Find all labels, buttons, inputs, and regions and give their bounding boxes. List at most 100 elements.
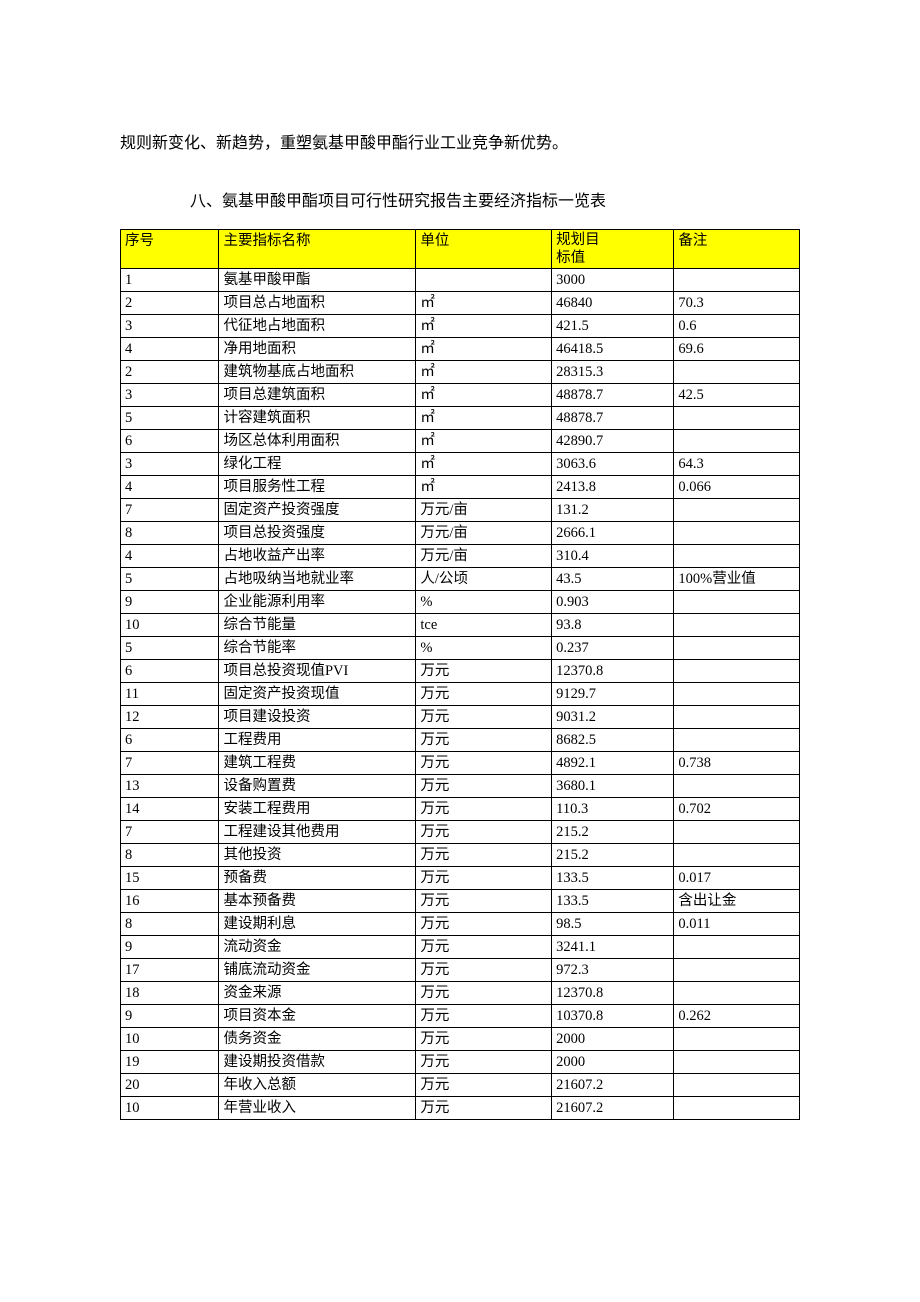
- cell-remark: 42.5: [674, 383, 800, 406]
- cell-value: 2000: [552, 1027, 674, 1050]
- cell-unit: 万元: [416, 843, 552, 866]
- table-row: 8项目总投资强度万元/亩2666.1: [121, 521, 800, 544]
- cell-remark: [674, 728, 800, 751]
- cell-value: 133.5: [552, 889, 674, 912]
- table-row: 6工程费用万元8682.5: [121, 728, 800, 751]
- cell-value: 215.2: [552, 820, 674, 843]
- cell-remark: [674, 360, 800, 383]
- cell-unit: 万元: [416, 682, 552, 705]
- cell-seq: 12: [121, 705, 219, 728]
- cell-name: 项目服务性工程: [219, 475, 416, 498]
- cell-name: 固定资产投资强度: [219, 498, 416, 521]
- header-value-line2: 标值: [556, 250, 585, 266]
- cell-name: 占地收益产出率: [219, 544, 416, 567]
- cell-remark: [674, 774, 800, 797]
- cell-name: 建设期利息: [219, 912, 416, 935]
- table-row: 2建筑物基底占地面积㎡28315.3: [121, 360, 800, 383]
- cell-remark: 0.738: [674, 751, 800, 774]
- cell-seq: 8: [121, 843, 219, 866]
- cell-seq: 3: [121, 314, 219, 337]
- cell-name: 其他投资: [219, 843, 416, 866]
- header-unit: 单位: [416, 229, 552, 268]
- cell-name: 项目总投资强度: [219, 521, 416, 544]
- cell-value: 972.3: [552, 958, 674, 981]
- cell-name: 氨基甲酸甲酯: [219, 268, 416, 291]
- cell-name: 工程建设其他费用: [219, 820, 416, 843]
- cell-value: 21607.2: [552, 1073, 674, 1096]
- table-row: 14安装工程费用万元110.30.702: [121, 797, 800, 820]
- table-row: 9流动资金万元3241.1: [121, 935, 800, 958]
- cell-value: 3241.1: [552, 935, 674, 958]
- cell-value: 2000: [552, 1050, 674, 1073]
- cell-unit: 万元: [416, 659, 552, 682]
- cell-value: 3000: [552, 268, 674, 291]
- table-row: 11固定资产投资现值万元9129.7: [121, 682, 800, 705]
- table-row: 4占地收益产出率万元/亩310.4: [121, 544, 800, 567]
- table-row: 4项目服务性工程㎡2413.80.066: [121, 475, 800, 498]
- cell-remark: [674, 981, 800, 1004]
- cell-name: 净用地面积: [219, 337, 416, 360]
- cell-value: 131.2: [552, 498, 674, 521]
- cell-unit: 万元/亩: [416, 498, 552, 521]
- cell-seq: 19: [121, 1050, 219, 1073]
- table-row: 19建设期投资借款万元2000: [121, 1050, 800, 1073]
- cell-name: 项目资本金: [219, 1004, 416, 1027]
- table-row: 10年营业收入万元21607.2: [121, 1096, 800, 1119]
- cell-value: 9129.7: [552, 682, 674, 705]
- cell-seq: 13: [121, 774, 219, 797]
- cell-value: 28315.3: [552, 360, 674, 383]
- cell-name: 资金来源: [219, 981, 416, 1004]
- cell-unit: 万元: [416, 797, 552, 820]
- cell-unit: 万元: [416, 1027, 552, 1050]
- cell-remark: 0.262: [674, 1004, 800, 1027]
- table-row: 8其他投资万元215.2: [121, 843, 800, 866]
- header-value-line1: 规划目: [556, 232, 600, 248]
- cell-remark: [674, 958, 800, 981]
- cell-remark: 0.011: [674, 912, 800, 935]
- cell-seq: 11: [121, 682, 219, 705]
- cell-unit: %: [416, 590, 552, 613]
- cell-seq: 7: [121, 751, 219, 774]
- cell-seq: 9: [121, 935, 219, 958]
- cell-value: 3680.1: [552, 774, 674, 797]
- cell-value: 10370.8: [552, 1004, 674, 1027]
- table-row: 3代征地占地面积㎡421.50.6: [121, 314, 800, 337]
- cell-remark: 70.3: [674, 291, 800, 314]
- cell-unit: 万元: [416, 889, 552, 912]
- cell-seq: 16: [121, 889, 219, 912]
- cell-seq: 10: [121, 613, 219, 636]
- cell-name: 设备购置费: [219, 774, 416, 797]
- table-row: 13设备购置费万元3680.1: [121, 774, 800, 797]
- cell-value: 4892.1: [552, 751, 674, 774]
- cell-seq: 10: [121, 1027, 219, 1050]
- cell-seq: 3: [121, 383, 219, 406]
- table-row: 6项目总投资现值PVI万元12370.8: [121, 659, 800, 682]
- cell-unit: 万元: [416, 820, 552, 843]
- cell-name: 铺底流动资金: [219, 958, 416, 981]
- cell-value: 42890.7: [552, 429, 674, 452]
- cell-remark: [674, 659, 800, 682]
- cell-name: 安装工程费用: [219, 797, 416, 820]
- cell-value: 215.2: [552, 843, 674, 866]
- cell-unit: ㎡: [416, 406, 552, 429]
- cell-unit: ㎡: [416, 291, 552, 314]
- cell-unit: [416, 268, 552, 291]
- cell-unit: 万元/亩: [416, 544, 552, 567]
- cell-remark: [674, 498, 800, 521]
- table-row: 3项目总建筑面积㎡48878.742.5: [121, 383, 800, 406]
- table-row: 10综合节能量tce93.8: [121, 613, 800, 636]
- cell-name: 项目总投资现值PVI: [219, 659, 416, 682]
- cell-value: 0.237: [552, 636, 674, 659]
- table-row: 7固定资产投资强度万元/亩131.2: [121, 498, 800, 521]
- cell-unit: tce: [416, 613, 552, 636]
- table-row: 3绿化工程㎡3063.664.3: [121, 452, 800, 475]
- cell-value: 3063.6: [552, 452, 674, 475]
- table-row: 17铺底流动资金万元972.3: [121, 958, 800, 981]
- cell-name: 代征地占地面积: [219, 314, 416, 337]
- header-value: 规划目 标值: [552, 229, 674, 268]
- cell-seq: 17: [121, 958, 219, 981]
- cell-value: 93.8: [552, 613, 674, 636]
- cell-remark: [674, 843, 800, 866]
- table-row: 5占地吸纳当地就业率人/公顷43.5100%营业值: [121, 567, 800, 590]
- cell-seq: 4: [121, 475, 219, 498]
